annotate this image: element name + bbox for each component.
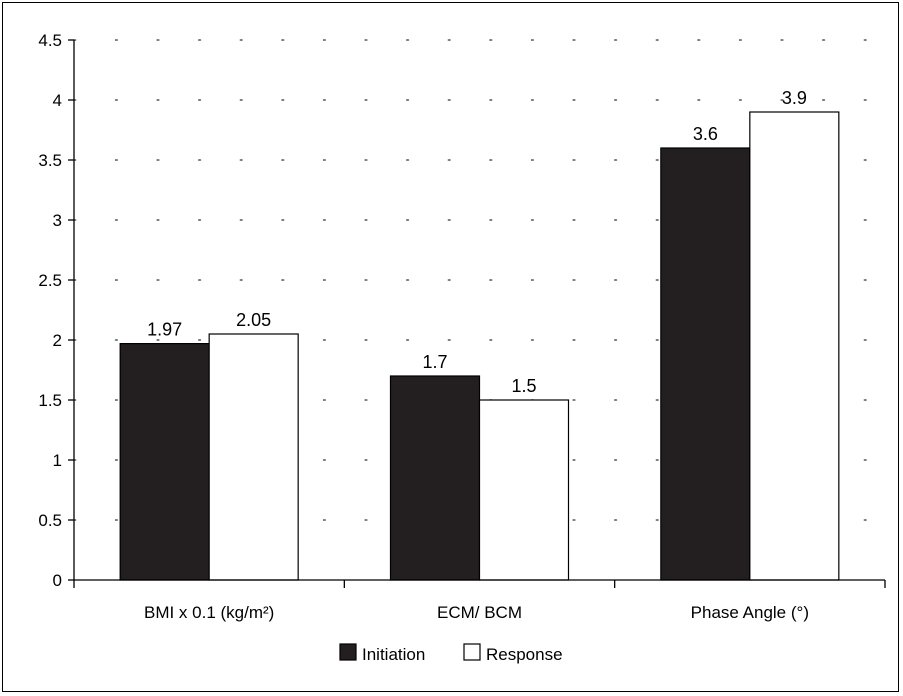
data-labels: 1.97 2.05 1.7 1.5 3.6 3.9 — [147, 88, 807, 396]
legend: Initiation Response — [339, 643, 563, 664]
y-tick-label-1: 0.5 — [38, 511, 62, 530]
legend-label-response: Response — [486, 645, 563, 664]
y-tick-label-0: 0 — [53, 571, 62, 590]
data-label-initiation-2: 3.6 — [693, 124, 718, 144]
bar-response-2 — [749, 111, 840, 581]
legend-swatch-initiation — [339, 643, 357, 661]
bar-response-1 — [478, 399, 570, 581]
data-label-initiation-1: 1.7 — [422, 352, 447, 372]
y-tick-labels: 0 0.5 1 1.5 2 2.5 3 3.5 4 4.5 — [38, 31, 62, 590]
data-label-response-1: 1.5 — [511, 376, 536, 396]
bars — [119, 111, 840, 581]
bar-response-0 — [208, 333, 299, 581]
bar-initiation-2 — [660, 147, 751, 581]
category-label-1: ECM/ BCM — [437, 603, 522, 622]
y-tick-label-8: 4 — [53, 91, 62, 110]
category-label-0: BMI x 0.1 (kg/m²) — [144, 603, 274, 622]
data-label-initiation-0: 1.97 — [147, 320, 182, 340]
legend-label-initiation: Initiation — [362, 645, 425, 664]
legend-swatch-response — [463, 643, 481, 661]
data-label-response-0: 2.05 — [236, 310, 271, 330]
bar-initiation-1 — [389, 375, 481, 581]
bar-initiation-0 — [119, 343, 210, 581]
y-tick-label-4: 2 — [53, 331, 62, 350]
y-tick-label-2: 1 — [53, 451, 62, 470]
y-tick-label-3: 1.5 — [38, 391, 62, 410]
axes — [68, 39, 886, 588]
x-category-labels: BMI x 0.1 (kg/m²) ECM/ BCM Phase Angle (°) — [144, 603, 809, 622]
y-tick-label-5: 2.5 — [38, 271, 62, 290]
data-label-response-2: 3.9 — [782, 88, 807, 108]
y-tick-label-7: 3.5 — [38, 151, 62, 170]
y-tick-label-9: 4.5 — [38, 31, 62, 50]
y-tick-label-6: 3 — [53, 211, 62, 230]
category-label-2: Phase Angle (°) — [691, 603, 809, 622]
